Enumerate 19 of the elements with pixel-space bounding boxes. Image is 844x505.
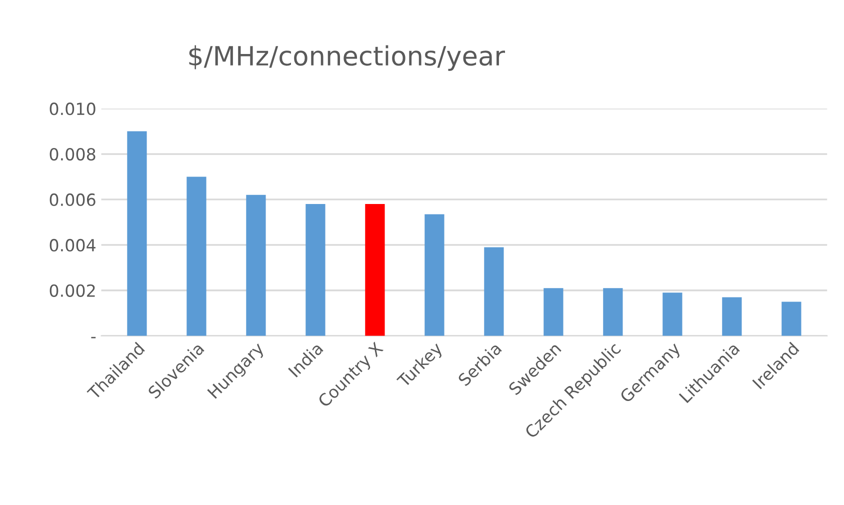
bar xyxy=(484,247,504,336)
y-tick-label: 0.002 xyxy=(50,284,95,297)
bar xyxy=(722,297,742,336)
bar xyxy=(186,176,206,336)
y-tick-label: 0.008 xyxy=(50,148,96,161)
y-tick-label: 0.010 xyxy=(50,102,96,116)
y-tick-label: 0.004 xyxy=(50,238,96,252)
bar xyxy=(544,288,564,336)
y-tick-label: 0.006 xyxy=(50,193,96,206)
y-tick-label: - xyxy=(91,336,96,338)
bar xyxy=(365,204,385,336)
bar xyxy=(246,194,266,336)
bar xyxy=(782,302,802,336)
bar xyxy=(127,131,147,336)
bar xyxy=(603,288,623,336)
chart-title: $/MHz/connections/year xyxy=(189,45,506,71)
bar xyxy=(424,214,444,336)
bar xyxy=(306,204,326,336)
bar xyxy=(662,292,682,336)
